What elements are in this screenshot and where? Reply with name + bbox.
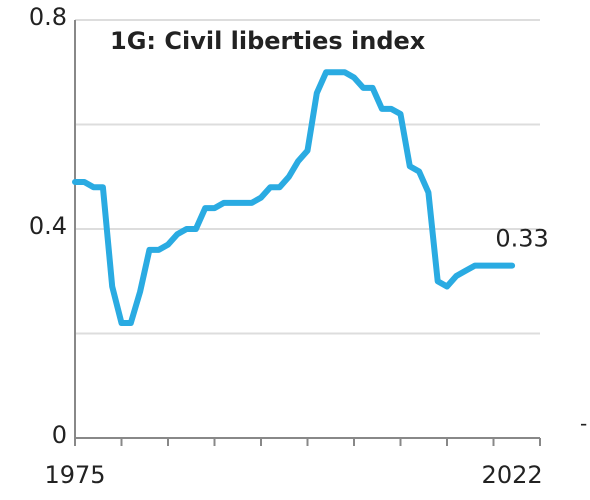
end-label: 0.33 [495, 225, 548, 253]
y-tick-label: 0.8 [29, 3, 67, 31]
line [72, 69, 516, 327]
chart-title: 1G: Civil liberties index [110, 27, 426, 55]
y-tick-label: 0 [52, 421, 67, 449]
x-tick-label: 2022 [482, 461, 543, 489]
annotation: - [580, 412, 587, 436]
y-tick-label: 0.4 [29, 212, 67, 240]
x-tick-label: 1975 [44, 461, 105, 489]
